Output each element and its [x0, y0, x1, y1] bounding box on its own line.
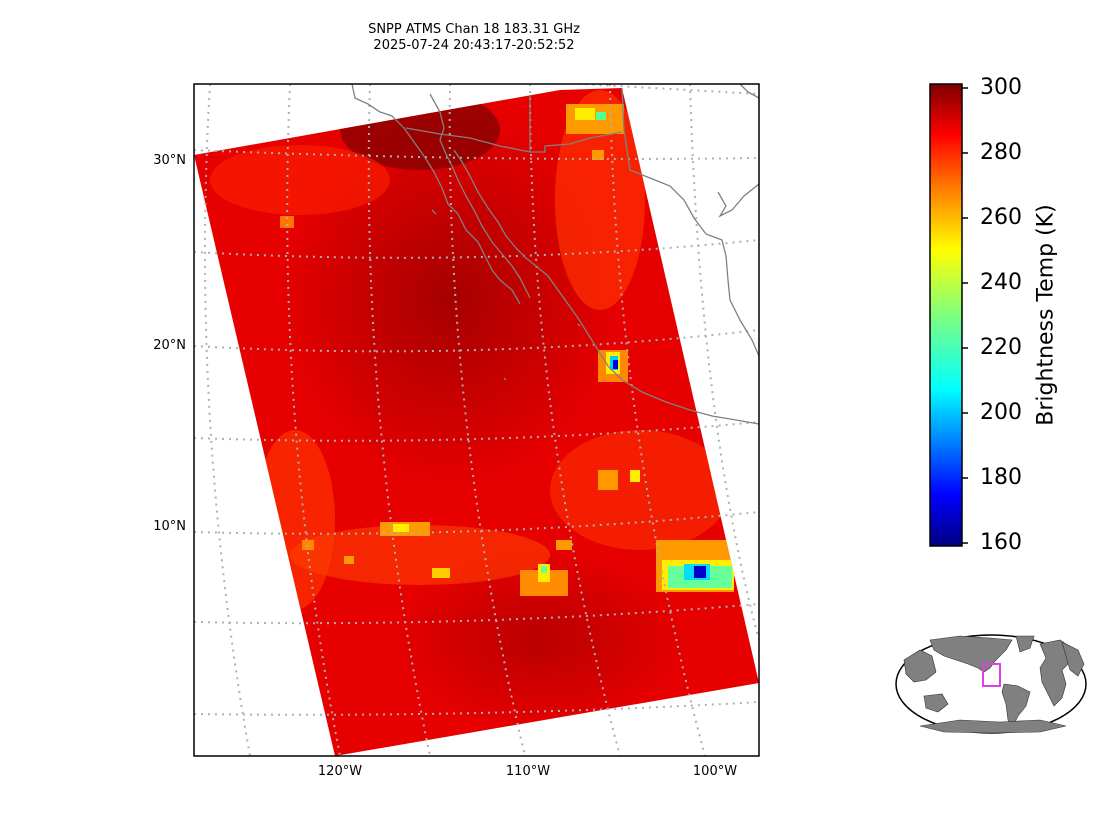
colorbar-tick-label: 180 — [980, 465, 1022, 490]
convective-cell — [344, 556, 354, 564]
colorbar-tick-label: 300 — [980, 75, 1022, 100]
inset-land-asia-west — [903, 649, 937, 683]
inset-region-highlight — [982, 663, 1001, 687]
convective-cell — [575, 108, 595, 120]
colorbar-tick-label: 240 — [980, 270, 1022, 295]
map-frame — [193, 83, 760, 757]
colorbar-tick-label: 280 — [980, 140, 1022, 165]
convective-cell — [541, 566, 547, 573]
gridlines — [194, 84, 759, 756]
lat-label: 30°N — [153, 153, 186, 168]
colorbar-tick-label: 160 — [980, 530, 1022, 555]
convective-cell — [592, 150, 604, 160]
moist-band — [290, 525, 550, 585]
inset-land-antarctica — [919, 719, 1067, 734]
convective-cell — [598, 470, 618, 490]
moist-band — [550, 430, 730, 550]
inset-land-australia — [923, 693, 949, 713]
lat-label: 10°N — [153, 519, 186, 534]
convective-cell — [280, 216, 294, 228]
lat-label: 20°N — [153, 338, 186, 353]
inset-land-greenland — [1015, 635, 1035, 653]
map-time-range: 2025-07-24 20:43:17-20:52:52 — [373, 38, 575, 53]
moist-band — [555, 90, 645, 310]
dry-region — [280, 110, 620, 490]
convective-cell — [613, 360, 618, 369]
lon-label: 100°W — [692, 764, 738, 779]
lon-label: 120°W — [317, 764, 363, 779]
colorbar-tick-label: 220 — [980, 335, 1022, 360]
moist-band — [210, 145, 390, 215]
convective-cell — [432, 568, 450, 578]
moist-band — [255, 430, 335, 610]
convective-cell — [393, 524, 409, 532]
colorbar-tick-label: 200 — [980, 400, 1022, 425]
globe-inset — [895, 634, 1087, 734]
inset-land-asia — [1061, 641, 1085, 677]
colorbar — [929, 83, 963, 547]
map-area — [194, 84, 759, 756]
map-title: SNPP ATMS Chan 18 183.31 GHz — [368, 22, 580, 37]
colorbar-tick-label: 260 — [980, 205, 1022, 230]
convective-cell — [556, 540, 572, 550]
coastlines — [351, 84, 759, 425]
lon-label: 110°W — [505, 764, 551, 779]
convective-cell — [596, 112, 606, 120]
convective-cell — [630, 470, 640, 482]
dry-region — [390, 550, 690, 730]
colorbar-label: Brightness Temp (K) — [1033, 204, 1059, 426]
convective-cell — [302, 540, 314, 550]
convective-cell — [694, 566, 706, 578]
colorbar-ticks — [962, 87, 968, 544]
